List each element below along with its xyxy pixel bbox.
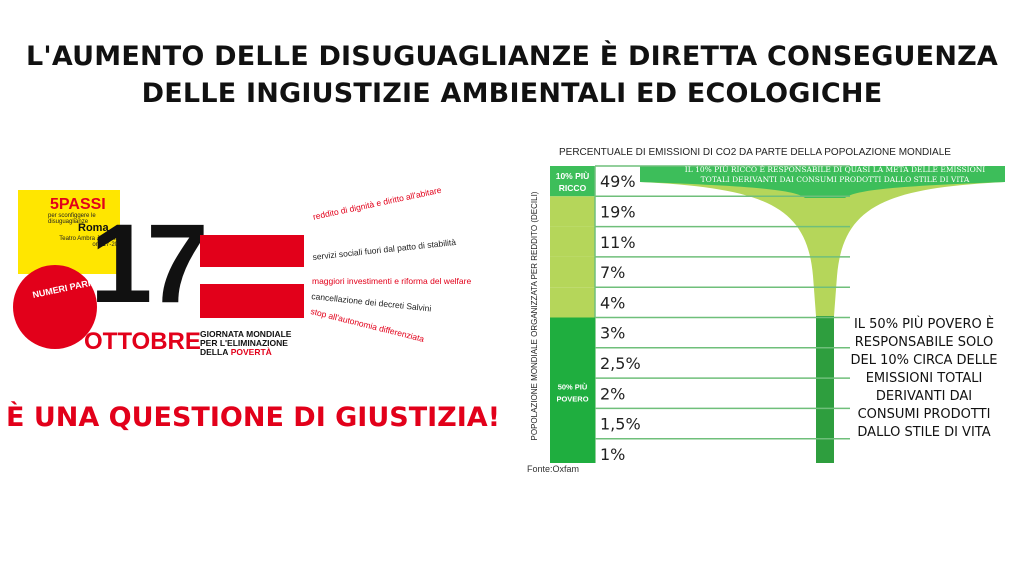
poster-flag-stripe-top [200,235,304,267]
chart-y-axis-label: POPOLAZIONE MONDIALE ORGANIZZATA PER RED… [530,191,539,441]
poster-day-number: 17 [90,201,209,326]
decile-color-cell [550,226,595,257]
poster-giornata-text: GIORNATA MONDIALE PER L'ELIMINAZIONE DEL… [200,330,291,357]
funnel-top-band [640,166,1005,198]
slogan-3: maggiori investimenti e riforma del welf… [312,276,472,286]
bar-value-label: 4% [600,293,625,312]
rich-decile-note: IL 10% PIÙ RICCO È RESPONSABILE DI QUASI… [684,165,986,184]
bar-value-label: 2% [600,384,625,403]
slogan-5: stop all'autonomia differenziata [309,306,426,344]
bar-value-label: 1,5% [600,415,641,434]
headline-line-2: DELLE INGIUSTIZIE AMBIENTALI ED ECOLOGIC… [141,78,883,109]
poster-city: Roma [78,222,109,234]
giornata-line-1: GIORNATA MONDIALE [200,329,292,339]
headline: L'AUMENTO DELLE DISUGUAGLIANZE È DIRETTA… [0,38,1024,112]
bar-value-label: 3% [600,324,625,343]
poster-yellow-box [18,190,120,274]
bar-value-label: 49% [600,172,636,191]
poster-month: OTTOBRE [84,328,201,355]
decile-color-cell [550,196,595,227]
group-label: POVERO [556,394,588,403]
decile-color-cell [550,256,595,288]
group-label: RICCO [559,183,587,193]
group-label: 10% PIÙ [556,170,590,181]
poor-half-column [550,317,595,463]
justice-slogan: È UNA QUESTIONE DI GIUSTIZIA! [6,402,501,433]
decile-color-cell [550,166,595,197]
slogan-1: reddito di dignità e diritto all'abitare [312,184,443,222]
poor-half-note: IL 50% PIÙ POVERO È RESPONSABILE SOLO DE… [850,317,998,440]
chart-y-axis-label-box: POPOLAZIONE MONDIALE ORGANIZZATA PER RED… [530,170,542,462]
giornata-line-3: DELLA POVERTÀ [200,348,291,357]
bar-value-label: 19% [600,202,636,221]
poster-venue: Teatro Ambra Jovinelli ore 17-20 [59,236,118,248]
emissions-chart: 49% 19% 11% 7% 4% 3% 2,5% 2% 1,5% 1% 10% PIÙ RICCO 5… [550,165,1005,463]
chart-source: Fonte:Oxfam [527,464,580,474]
headline-line-1: L'AUMENTO DELLE DISUGUAGLIANZE È DIRETTA… [26,41,998,72]
bar-value-label: 11% [600,233,636,252]
poster-passi-subtitle: per sconfiggere le disuguaglianze [48,213,96,225]
bar-value-label: 7% [600,263,625,282]
poster-passi-title: 5PASSI [50,196,106,213]
poster-flag-stripe-bottom [200,284,304,318]
funnel-stem [816,316,834,463]
giornata-line-3-red: POVERTÀ [230,347,272,357]
chart-title: PERCENTUALE DI EMISSIONI DI CO2 DA PARTE… [559,147,951,158]
giornata-line-2: PER L'ELIMINAZIONE [200,338,288,348]
group-label: 50% PIÙ [558,382,588,391]
numeri-pari-badge [13,265,97,349]
decile-color-cell [550,287,595,318]
bar-value-label: 1% [600,445,625,463]
event-poster: 5PASSI per sconfiggere le disuguaglianze… [10,180,510,380]
slogan-2: servizi sociali fuori dal patto di stabi… [312,236,457,262]
bar-value-label: 2,5% [600,354,641,373]
giornata-line-3-a: DELLA [200,347,229,357]
funnel-upper [640,166,1005,316]
